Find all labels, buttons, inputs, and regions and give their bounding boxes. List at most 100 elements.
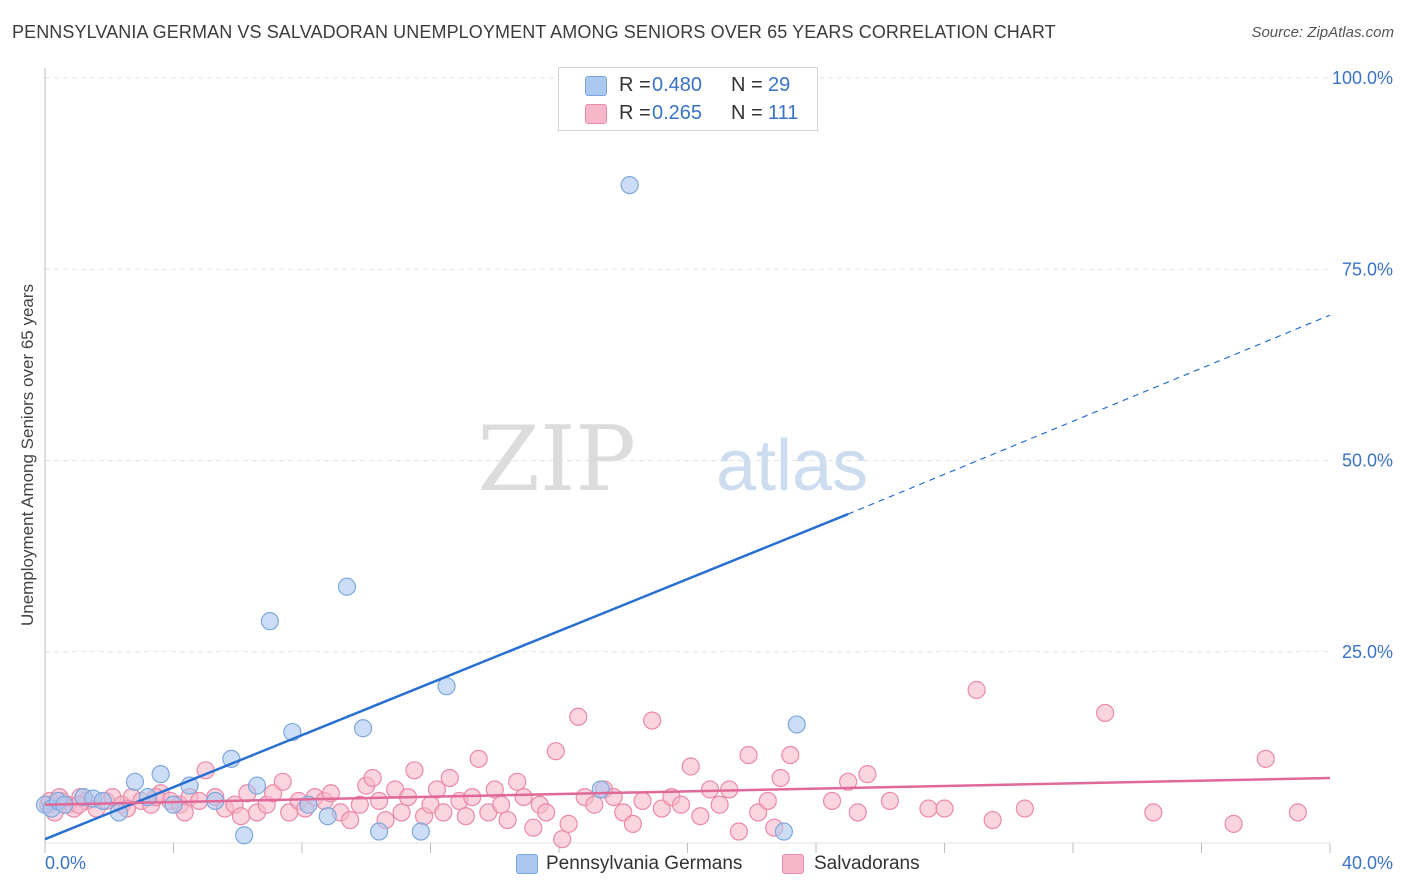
legend-r-label: R = [619,74,651,96]
point-salvadoran [1288,803,1307,822]
point-pennsylvania-german [370,822,389,841]
point-salvadoran [514,787,533,807]
point-salvadoran [623,814,642,833]
point-pennsylvania-german [774,822,793,841]
point-pennsylvania-german [337,577,357,596]
point-salvadoran [1256,749,1275,768]
point-salvadoran [456,807,475,826]
point-salvadoran [341,810,360,830]
point-salvadoran [1015,799,1034,818]
point-salvadoran [739,745,758,765]
point-pennsylvania-german [353,719,373,738]
bottom-legend-swatch-blue [516,854,538,874]
point-pennsylvania-german [787,715,806,734]
point-salvadoran [935,799,954,818]
axis-layer [44,68,1331,853]
legend-n-value: 111 [768,102,799,124]
bottom-legend-swatch-pink [782,854,804,874]
point-pennsylvania-german [620,176,639,195]
point-salvadoran [729,822,749,841]
trend-line-salvadoran [44,776,1331,806]
point-salvadoran [498,810,517,830]
point-salvadoran [671,795,691,814]
watermark-atlas: atlas [716,426,868,506]
point-salvadoran [710,795,729,814]
point-salvadoran [1144,803,1163,822]
point-salvadoran [434,803,453,822]
point-salvadoran [508,772,527,791]
point-salvadoran [392,803,411,822]
point-salvadoran [427,780,447,799]
point-salvadoran [469,749,488,768]
point-salvadoran [681,757,700,776]
point-pennsylvania-german [164,795,183,814]
legend-r-value: 0.265 [652,102,703,124]
x-tick-label: 40.0% [1342,853,1393,873]
point-salvadoran [700,780,720,799]
point-salvadoran [967,680,986,700]
point-salvadoran [848,803,867,822]
point-salvadoran [585,795,604,814]
point-salvadoran [440,768,459,788]
points-layer [35,176,1307,849]
point-salvadoran [771,768,790,788]
legend-n-label: N = [731,102,763,124]
legend-swatch-pink [585,104,607,124]
legend-r-value: 0.480 [652,74,703,96]
trend-line-pennsylvania-german-extension [847,314,1331,515]
point-salvadoran [363,768,382,788]
point-salvadoran [350,795,369,814]
stats-legend-row-blue: R = 0.480 N = 29 [559,72,817,100]
tick-label-layer: 25.0% 50.0% 75.0% 100.0% 0.0% 40.0% [45,68,1393,873]
point-salvadoran [919,799,938,818]
point-pennsylvania-german [125,772,145,791]
legend-n-label: N = [731,74,763,96]
y-tick-label: 75.0% [1342,259,1393,279]
stats-legend: R = 0.480 N = 29 R = 0.265 N = 111 [558,67,818,131]
point-salvadoran [273,772,292,791]
point-salvadoran [781,745,800,765]
stats-legend-row-pink: R = 0.265 N = 111 [559,100,817,128]
chart-source: Source: ZipAtlas.com [1251,24,1394,41]
legend-r-label: R = [619,102,651,124]
point-salvadoran [569,707,588,726]
point-salvadoran [691,807,710,826]
point-salvadoran [405,761,424,780]
chart-title: PENNSYLVANIA GERMAN VS SALVADORAN UNEMPL… [12,22,1056,42]
point-salvadoran [559,814,578,833]
legend-n-value: 29 [768,74,791,96]
point-salvadoran [1096,703,1115,723]
trend-line-pennsylvania-german [44,512,849,841]
point-pennsylvania-german [93,791,112,811]
watermark-zip: ZIP [477,407,636,512]
point-salvadoran [983,810,1002,830]
trend-layer [44,314,1331,841]
point-pennsylvania-german [411,822,430,841]
point-pennsylvania-german [318,807,337,826]
point-salvadoran [839,772,858,791]
point-salvadoran [537,803,556,822]
point-pennsylvania-german [235,826,254,845]
point-salvadoran [370,791,389,811]
point-salvadoran [822,791,842,811]
point-salvadoran [492,795,511,814]
y-tick-label: 50.0% [1342,451,1393,471]
point-salvadoran [231,807,251,826]
point-salvadoran [643,711,662,730]
point-salvadoran [880,791,899,811]
point-salvadoran [546,742,565,761]
bottom-legend-label: Salvadorans [814,853,920,874]
point-salvadoran [524,818,543,837]
y-tick-label: 25.0% [1342,642,1393,662]
point-pennsylvania-german [591,780,610,799]
x-tick-label: 0.0% [45,853,86,873]
point-pennsylvania-german [260,612,279,631]
legend-swatch-blue [585,76,607,96]
bottom-legend-label: Pennsylvania Germans [546,853,743,874]
y-tick-label: 100.0% [1332,68,1393,88]
point-salvadoran [633,791,652,811]
point-salvadoran [1224,814,1243,833]
point-salvadoran [758,791,777,811]
point-salvadoran [858,765,877,784]
